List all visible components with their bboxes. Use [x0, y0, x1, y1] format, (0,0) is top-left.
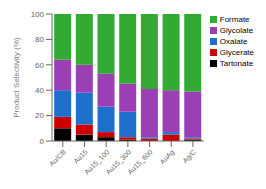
- html-text:Tartonate: Tartonate: [219, 59, 254, 68]
- svg-text:20: 20: [35, 111, 44, 120]
- svg-text:100: 100: [31, 10, 45, 19]
- svg-text:Au15_600: Au15_600: [126, 148, 154, 176]
- svg-text:40: 40: [35, 86, 44, 95]
- svg-text:Au15_100: Au15_100: [82, 148, 111, 176]
- html-text:Formate: Formate: [219, 15, 250, 24]
- svg-text:Ag/C: Ag/C: [181, 148, 198, 165]
- svg-text:AuAg: AuAg: [158, 148, 176, 166]
- svg-text:80: 80: [35, 35, 44, 44]
- html-text:Oxalate: Oxalate: [219, 37, 248, 46]
- svg-text:Au15_300: Au15_300: [104, 148, 133, 176]
- svg-text:0: 0: [40, 137, 45, 146]
- html-text:Glycerate: Glycerate: [219, 48, 254, 57]
- html-text:Glycolate: Glycolate: [219, 26, 254, 35]
- svg-text:Au/CB: Au/CB: [48, 148, 67, 167]
- svg-text:60: 60: [35, 61, 44, 70]
- svg-text:Product Selectivity (%): Product Selectivity (%): [12, 37, 21, 118]
- svg-text:Au15: Au15: [72, 148, 89, 165]
